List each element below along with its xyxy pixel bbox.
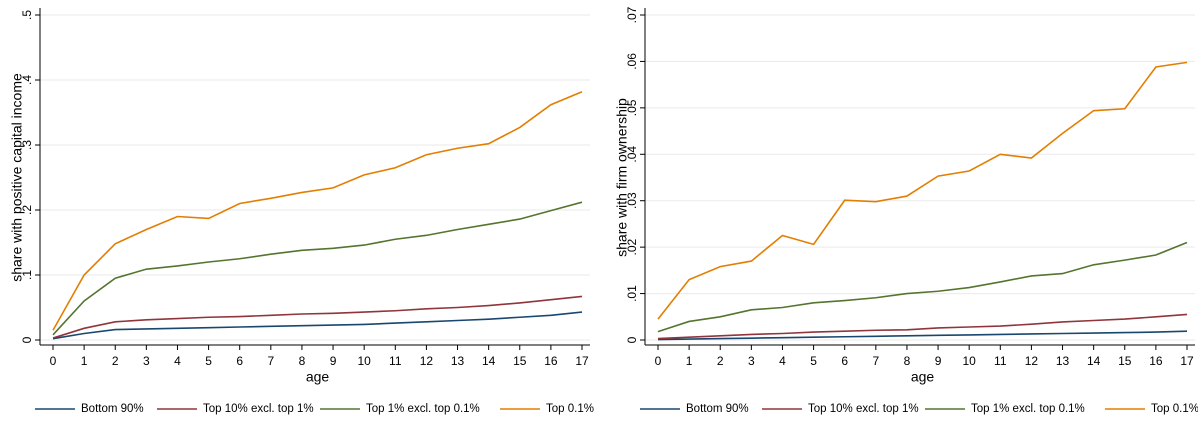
x-tick-label: 9 [935,354,942,368]
x-tick-label: 3 [748,354,755,368]
x-axis-title: age [306,369,330,385]
x-tick-label: 10 [357,354,371,368]
x-tick-label: 13 [1056,354,1070,368]
series-line [52,311,583,340]
y-tick-label: .1 [20,270,34,280]
y-tick-label: .01 [625,285,639,302]
x-tick-label: 2 [112,354,119,368]
legend-label: Top 1% excl. top 0.1% [366,403,480,415]
x-tick-label: 2 [717,354,724,368]
legend-label: Bottom 90% [81,403,144,415]
y-axis-title: share with positive capital income [9,73,25,282]
x-tick-label: 5 [810,354,817,368]
x-tick-label: 1 [686,354,693,368]
y-tick-label: .2 [20,205,34,215]
y-tick-label: 0 [625,336,639,343]
legend-label: Bottom 90% [686,403,749,415]
x-tick-label: 14 [1087,354,1101,368]
y-tick-label: 0 [20,336,34,343]
series-line [52,90,583,331]
series-line [657,241,1188,333]
x-tick-label: 4 [779,354,786,368]
series-line [52,201,583,336]
series-line [52,295,583,339]
x-tick-label: 3 [143,354,150,368]
y-tick-label: .03 [625,192,639,209]
x-tick-label: 1 [81,354,88,368]
y-axis-title: share with firm ownership [614,98,630,257]
legend-label: Top 0.1% [546,403,594,415]
x-tick-label: 6 [236,354,243,368]
x-tick-label: 4 [174,354,181,368]
legend-label: Top 0.1% [1151,403,1198,415]
legend-label: Top 10% excl. top 1% [808,403,919,415]
series-line [657,61,1188,320]
x-tick-label: 11 [389,354,402,368]
x-tick-label: 16 [544,354,558,368]
x-tick-label: 13 [451,354,465,368]
legend-label: Top 1% excl. top 0.1% [971,403,1085,415]
x-tick-label: 0 [655,354,662,368]
x-tick-label: 0 [50,354,57,368]
x-tick-label: 6 [841,354,848,368]
x-tick-label: 10 [962,354,976,368]
y-tick-label: .5 [20,10,34,20]
x-tick-label: 8 [904,354,911,368]
y-tick-label: .4 [20,75,34,85]
x-tick-label: 7 [267,354,274,368]
x-tick-label: 11 [994,354,1007,368]
x-axis-title: age [911,369,935,385]
series-line [657,330,1188,341]
x-tick-label: 12 [420,354,434,368]
x-tick-label: 5 [205,354,212,368]
x-tick-label: 15 [1118,354,1132,368]
x-tick-label: 9 [330,354,337,368]
y-tick-label: .3 [20,140,34,150]
y-tick-label: .07 [625,6,639,23]
x-tick-label: 17 [575,354,589,368]
x-tick-label: 8 [299,354,306,368]
y-tick-label: .02 [625,238,639,255]
x-tick-label: 15 [513,354,527,368]
series-line [657,313,1188,340]
x-tick-label: 16 [1149,354,1163,368]
y-tick-label: .06 [625,53,639,70]
y-tick-label: .04 [625,146,639,163]
x-tick-label: 7 [872,354,879,368]
y-tick-label: .05 [625,99,639,116]
x-tick-label: 12 [1025,354,1039,368]
x-tick-label: 17 [1180,354,1194,368]
x-tick-label: 14 [482,354,496,368]
legend-label: Top 10% excl. top 1% [203,403,314,415]
